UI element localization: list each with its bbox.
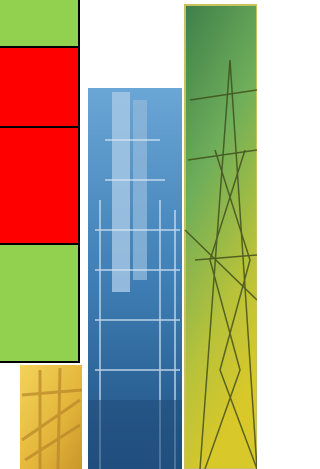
tower-image [185, 5, 257, 469]
green-block [0, 244, 80, 362]
red-block [0, 47, 80, 127]
color-blocks [0, 0, 80, 362]
pipes-image [20, 365, 82, 469]
green-block [0, 0, 80, 47]
screenshot [0, 0, 257, 469]
red-block [0, 127, 80, 244]
page [0, 0, 257, 469]
refinery-image [88, 88, 182, 469]
